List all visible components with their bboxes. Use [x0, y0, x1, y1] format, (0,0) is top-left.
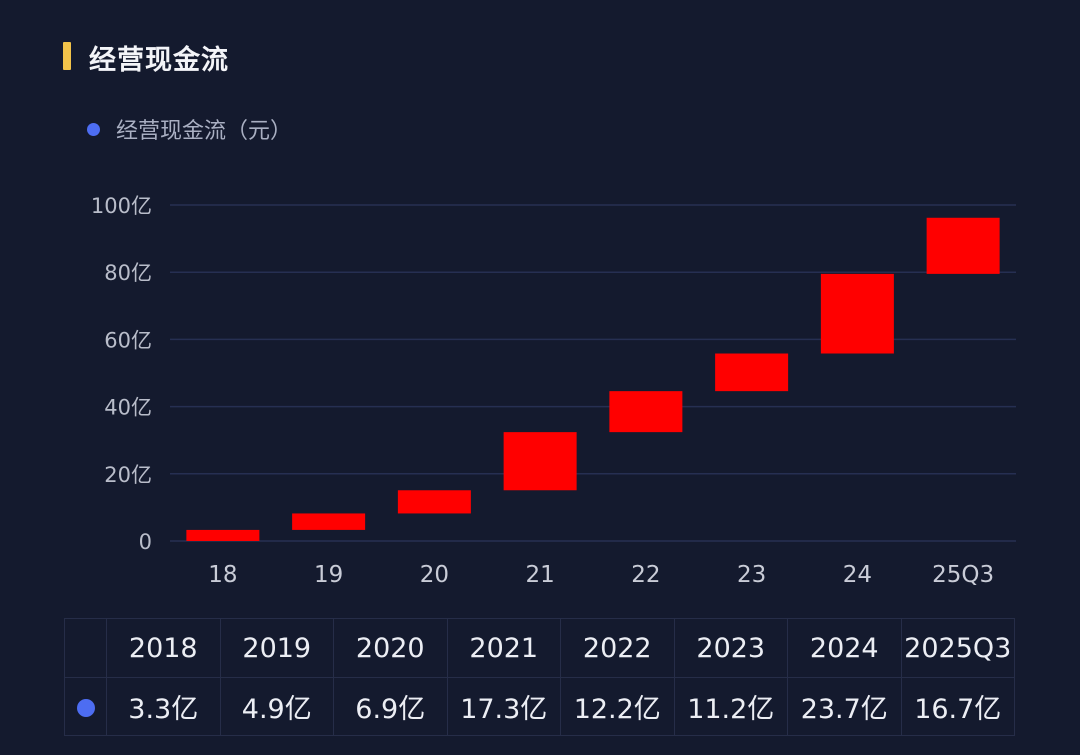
y-tick-label: 0 [139, 530, 152, 554]
table-header-cell: 2019 [219, 618, 334, 678]
y-tick-label: 80亿 [104, 261, 152, 285]
x-tick-label: 19 [314, 562, 343, 588]
y-tick-label: 40亿 [104, 396, 152, 420]
bar-18 [186, 529, 260, 541]
table-value-cell: 17.3亿 [446, 677, 561, 736]
table-header-cell: 2022 [560, 618, 675, 678]
x-tick-label: 25Q3 [932, 562, 994, 588]
x-tick-label: 22 [631, 562, 660, 588]
legend[interactable]: 经营现金流（元） [87, 113, 292, 145]
table-header-cell: 2024 [787, 618, 902, 678]
bar-21 [503, 432, 577, 491]
table-value-cell: 16.7亿 [900, 677, 1015, 736]
x-tick-label: 20 [420, 562, 449, 588]
table-value-cell: 6.9亿 [333, 677, 448, 736]
table-header-cell: 2025Q3 [900, 618, 1015, 678]
table-value-cell: 23.7亿 [787, 677, 902, 736]
table-header-cell: 2021 [446, 618, 561, 678]
table-header-cell: 2018 [106, 618, 221, 678]
title-accent-bar [63, 42, 71, 70]
y-tick-label: 100亿 [91, 194, 152, 218]
y-axis-ticks: 0 20亿 40亿 60亿 80亿 100亿 [91, 194, 152, 554]
bar-23 [715, 353, 789, 392]
x-tick-label: 24 [843, 562, 872, 588]
table-header-cell: 2020 [333, 618, 448, 678]
bars [186, 217, 1000, 541]
table-corner-cell [64, 618, 107, 678]
y-tick-label: 60亿 [104, 328, 152, 352]
series-dot-icon [76, 698, 95, 717]
bar-20 [397, 490, 471, 514]
table-header-cell: 2023 [673, 618, 788, 678]
data-table: 2018 2019 2020 2021 2022 2023 2024 2025Q3 3.3亿 4… [64, 618, 1015, 736]
legend-dot-icon [87, 122, 100, 136]
waterfall-chart: 0 20亿 40亿 60亿 80亿 100亿 18 19 20 21 22 23 24 25Q3 [91, 194, 1016, 588]
x-tick-label: 21 [525, 562, 554, 588]
table-header-row: 2018 2019 2020 2021 2022 2023 2024 2025Q3 [64, 618, 1015, 678]
bar-24 [820, 273, 894, 354]
y-tick-label: 20亿 [104, 463, 152, 487]
table-value-row: 3.3亿 4.9亿 6.9亿 17.3亿 12.2亿 11.2亿 23.7亿 16.7亿 [64, 677, 1015, 736]
table-value-cell: 4.9亿 [219, 677, 334, 736]
table-value-cell: 11.2亿 [673, 677, 788, 736]
bar-19 [292, 513, 366, 530]
x-axis-ticks: 18 19 20 21 22 23 24 25Q3 [208, 562, 994, 588]
x-tick-label: 23 [737, 562, 766, 588]
legend-label: 经营现金流（元） [116, 119, 293, 144]
x-tick-label: 18 [208, 562, 237, 588]
table-series-cell [64, 677, 107, 736]
bar-25Q3 [926, 217, 1000, 274]
table-value-cell: 12.2亿 [560, 677, 675, 736]
grid-lines [170, 204, 1016, 542]
bar-22 [609, 391, 683, 433]
page-title: 经营现金流 [89, 45, 229, 76]
table-value-cell: 3.3亿 [106, 677, 221, 736]
